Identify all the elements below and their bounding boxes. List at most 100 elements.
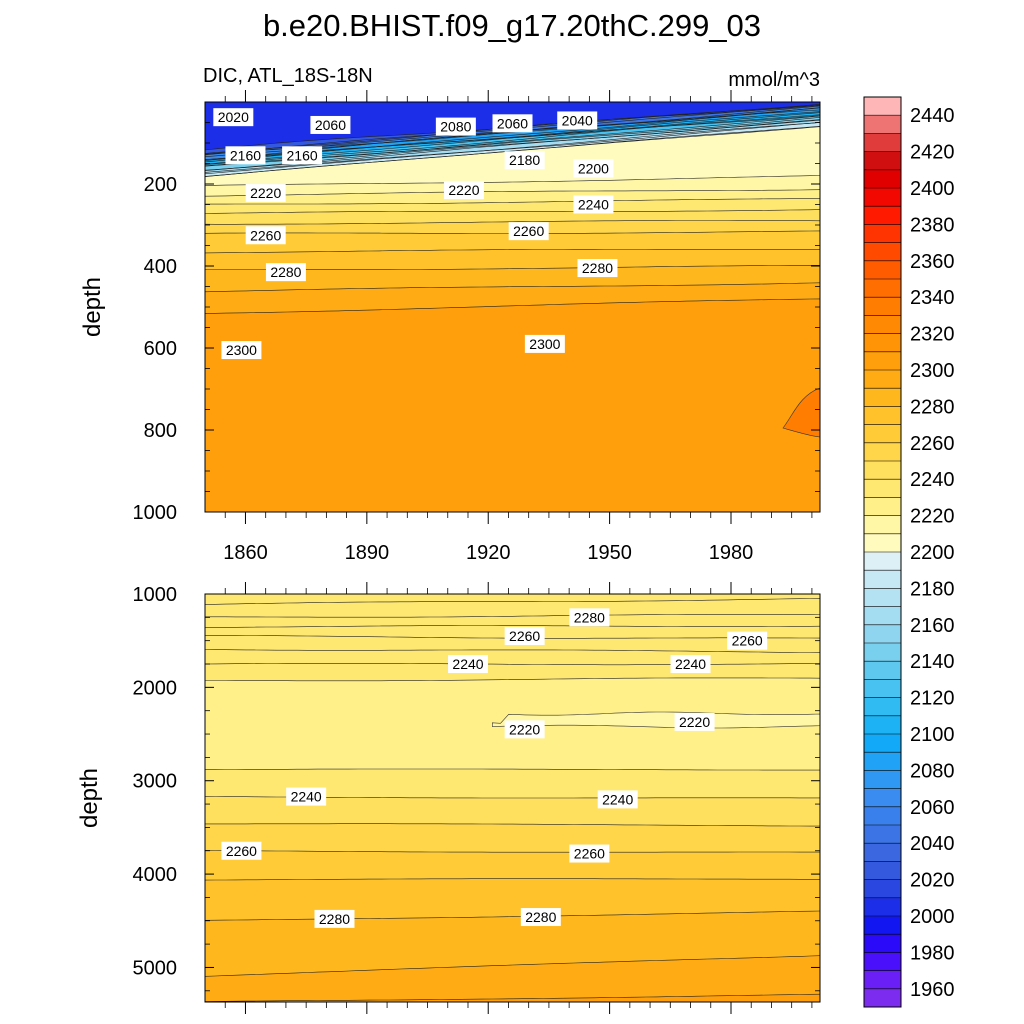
contour-label: 2260 [569, 844, 610, 863]
contour-label-text: 2240 [291, 789, 322, 805]
contour-label: 2260 [245, 226, 286, 245]
figure-title: b.e20.BHIST.f09_g17.20thC.299_03 [263, 8, 761, 43]
colorbar-tick-label: 2340 [910, 287, 955, 309]
contour-label: 2020 [213, 108, 254, 127]
contour-label-text: 2260 [513, 223, 544, 239]
contour-label-text: 2280 [319, 911, 350, 927]
colorbar-swatch [864, 788, 901, 808]
contour-label-text: 2060 [497, 115, 528, 131]
contour-label-box [245, 184, 286, 203]
contour-label-text: 2220 [679, 714, 710, 730]
contour-label-box [504, 720, 545, 739]
contour-label: 2060 [492, 114, 533, 133]
lower-upper-isoline-2250 [205, 649, 820, 653]
y-tick-label: 800 [144, 420, 177, 442]
contour-label-box [577, 259, 618, 278]
colorbar-swatch [864, 479, 901, 498]
colorbar-swatch [864, 242, 901, 262]
colorbar-tick-label: 2320 [910, 324, 955, 346]
contour-label-text: 2220 [250, 185, 281, 201]
contour-label-text: 2280 [574, 609, 605, 625]
colorbar-swatch [864, 679, 901, 698]
colorbar-swatch [864, 151, 901, 171]
contour-label: 2220 [504, 720, 545, 739]
contour-label-box [557, 111, 598, 130]
colorbar-swatch [864, 752, 901, 771]
y-tick-label: 4000 [133, 864, 178, 886]
lower-deep-isoline-2260 [205, 850, 820, 853]
lower-deep-fill-2300 [205, 994, 820, 1002]
contour-label-box [314, 909, 355, 928]
contour-label-box [520, 908, 561, 927]
colorbar-tick-label: 2020 [910, 870, 955, 892]
contour-label-text: 2080 [440, 119, 471, 135]
contour-label-text: 2260 [732, 633, 763, 649]
colorbar-swatch [864, 461, 901, 480]
contour-label-box [443, 181, 484, 200]
colorbar-swatch [864, 515, 901, 535]
lower-y-axis-label: depth [76, 768, 103, 828]
colorbar-swatch [864, 115, 901, 134]
contour-label: 2240 [286, 787, 327, 806]
upper-isoline-2240 [205, 209, 820, 214]
contour-label: 2280 [265, 263, 306, 282]
contour-label-box [573, 159, 614, 178]
lower-upper-isoline-2290 [205, 598, 820, 605]
lower-deep-isoline-2290 [205, 955, 820, 977]
colorbar-swatch [864, 970, 901, 990]
colorbar-swatch [864, 879, 901, 899]
colorbar-tick-label: 2380 [910, 214, 955, 236]
contour-label-box [221, 841, 262, 860]
contour-label-text: 2060 [315, 117, 346, 133]
contour-label: 2220 [674, 712, 715, 731]
contour-label-text: 2260 [574, 846, 605, 862]
contour-label-box [435, 117, 476, 136]
contour-label: 2240 [447, 655, 488, 674]
contour-label-text: 2220 [448, 182, 479, 198]
y-tick-label: 600 [144, 338, 177, 360]
y-tick-label: 5000 [133, 957, 178, 979]
contour-label: 2200 [573, 159, 614, 178]
contour-label-box [447, 655, 488, 674]
colorbar-tick-label: 2120 [910, 688, 955, 710]
contour-label: 2280 [314, 909, 355, 928]
upper-contour-fills [205, 102, 820, 512]
contour-label: 2260 [727, 631, 768, 650]
contour-label-box [508, 222, 549, 241]
contour-label: 2220 [245, 184, 286, 203]
colorbar: 1960 1980 2000 2020 2040 2060 2080 2100 2120 2140… [863, 96, 955, 1008]
lower-deep-isoline-2300 [205, 993, 820, 1002]
contour-label-text: 2180 [509, 152, 540, 168]
upper-isoline-2210 [205, 175, 820, 186]
upper-isoline-2270 [205, 249, 820, 254]
colorbar-swatch [864, 861, 901, 880]
colorbar-tick-label: 2240 [910, 469, 955, 491]
contour-label-box [524, 334, 565, 353]
colorbar-tick-label: 2300 [910, 360, 955, 382]
y-tick-label: 1000 [133, 584, 178, 606]
colorbar-swatch [864, 606, 901, 626]
colorbar-swatch [864, 351, 901, 371]
y-tick-label: 2000 [133, 677, 178, 699]
contour-label: 2220 [443, 181, 484, 200]
colorbar-swatch [864, 533, 901, 553]
colorbar-swatch [864, 224, 901, 243]
upper-fill-2300 [205, 298, 820, 512]
colorbar-swatch [864, 206, 901, 225]
colorbar-swatch [864, 770, 901, 789]
contour-label-text: 2280 [582, 260, 613, 276]
lower-min-lens [492, 711, 820, 729]
colorbar-swatch [864, 424, 901, 444]
lower-deep-fill-2290 [205, 955, 820, 1002]
colorbar-tick-label: 2200 [910, 542, 955, 564]
contour-label-text: 2240 [675, 656, 706, 672]
contour-label: 2040 [557, 111, 598, 130]
colorbar-swatch [864, 661, 901, 680]
colorbar-swatch [864, 588, 901, 607]
contour-label-box [573, 195, 614, 214]
colorbar-swatch [864, 825, 901, 844]
colorbar-swatch [864, 934, 901, 953]
colorbar-swatch [864, 333, 901, 353]
y-tick-label: 200 [144, 174, 177, 196]
contour-label-text: 2260 [250, 227, 281, 243]
